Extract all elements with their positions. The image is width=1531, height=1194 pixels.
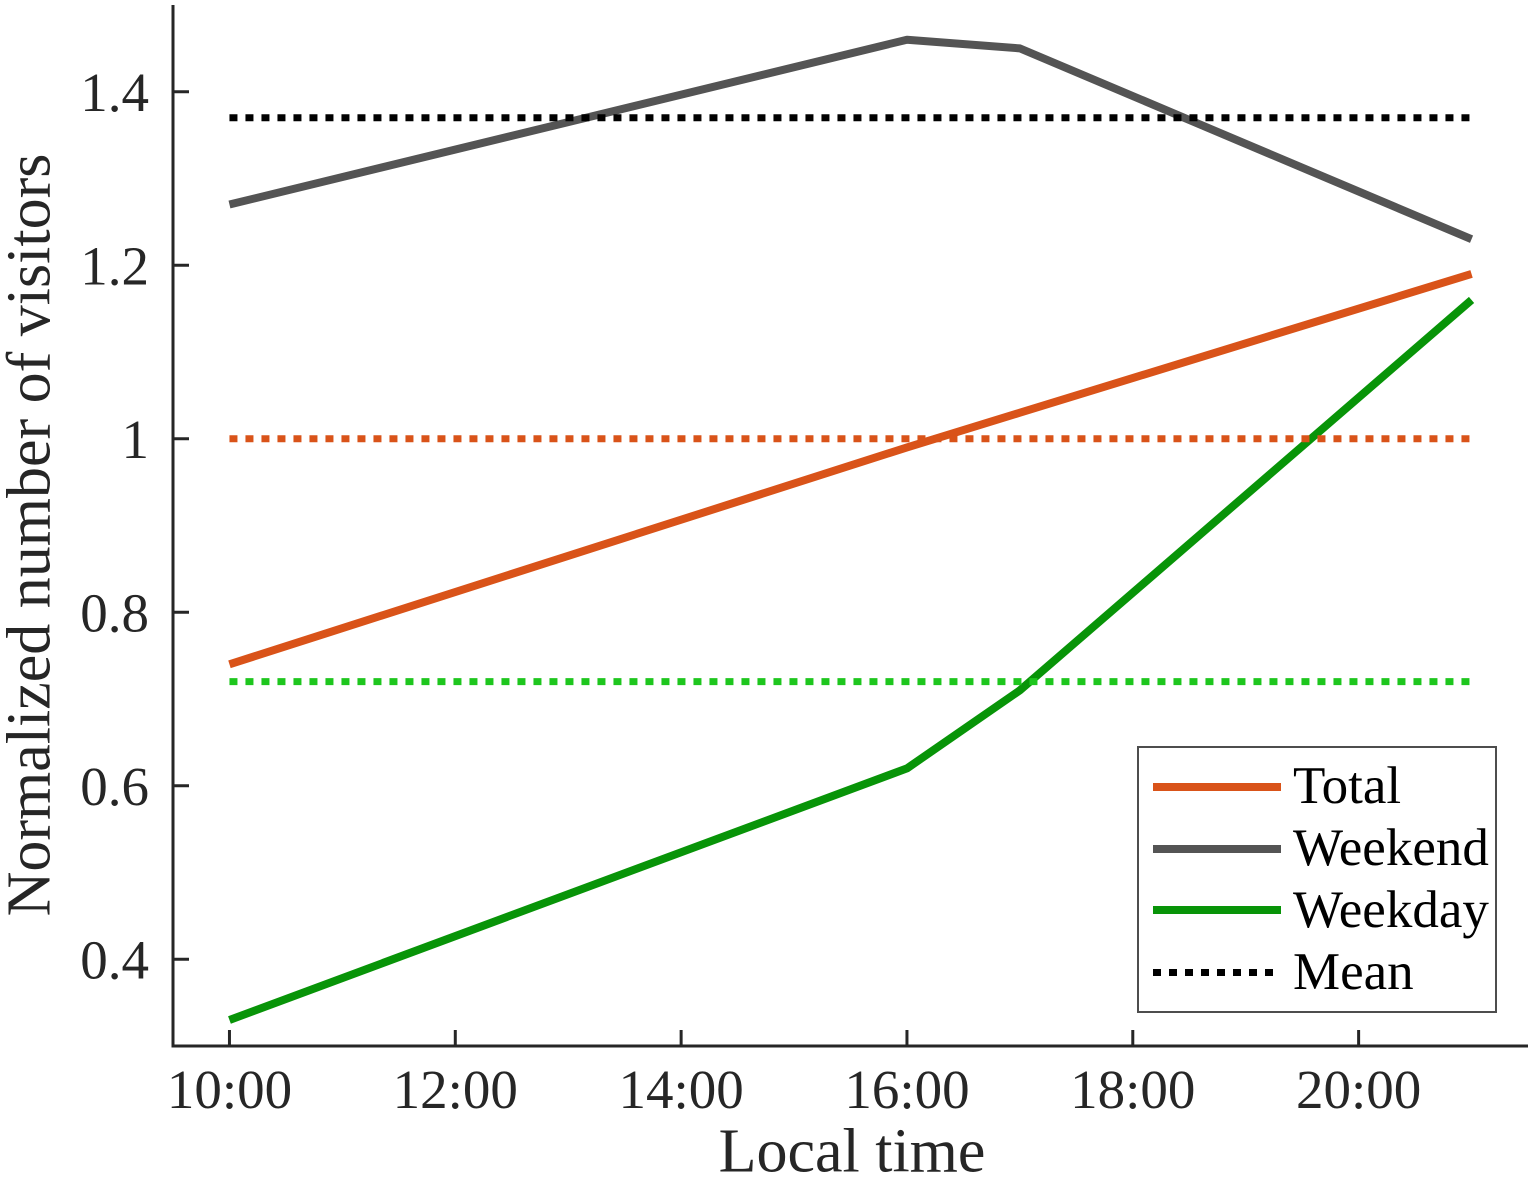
series-line-total [228,270,1473,669]
y-tick-label-1.4: 1.4 [80,62,149,123]
y-axis-label: Normalized number of visitors [0,153,64,917]
x-tick-label-14:00: 14:00 [618,1059,743,1120]
y-tick-label-0.6: 0.6 [80,756,149,817]
legend: Total Weekend Weekday Mean [1137,746,1497,1013]
legend-label-total: Total [1293,757,1402,816]
legend-line-sample-weekday [1153,906,1281,915]
legend-line-sample-weekend [1153,844,1281,853]
y-tick-label-1.2: 1.2 [80,235,149,296]
legend-label-weekend: Weekend [1293,819,1489,878]
legend-line-sample-mean [1153,968,1281,976]
x-tick-label-16:00: 16:00 [844,1059,969,1120]
legend-item-mean: Mean [1139,944,1495,1000]
y-tick-label-0.8: 0.8 [80,582,149,643]
legend-item-weekday: Weekday [1139,882,1495,938]
y-tick-label-0.4: 0.4 [80,929,149,990]
legend-item-total: Total [1139,759,1495,815]
legend-label-mean: Mean [1293,942,1414,1001]
series-line-weekend [228,35,1474,243]
legend-item-weekend: Weekend [1139,821,1495,877]
legend-line-sample-total [1153,782,1281,791]
x-tick-label-10:00: 10:00 [167,1059,292,1120]
legend-label-weekday: Weekday [1293,880,1489,939]
x-tick-label-20:00: 20:00 [1296,1059,1421,1120]
y-tick-label-1: 1 [122,409,150,470]
x-axis-label: Local time [718,1117,986,1186]
x-tick-label-18:00: 18:00 [1070,1059,1195,1120]
series-line-weekday [228,296,1475,1024]
x-tick-label-12:00: 12:00 [393,1059,518,1120]
